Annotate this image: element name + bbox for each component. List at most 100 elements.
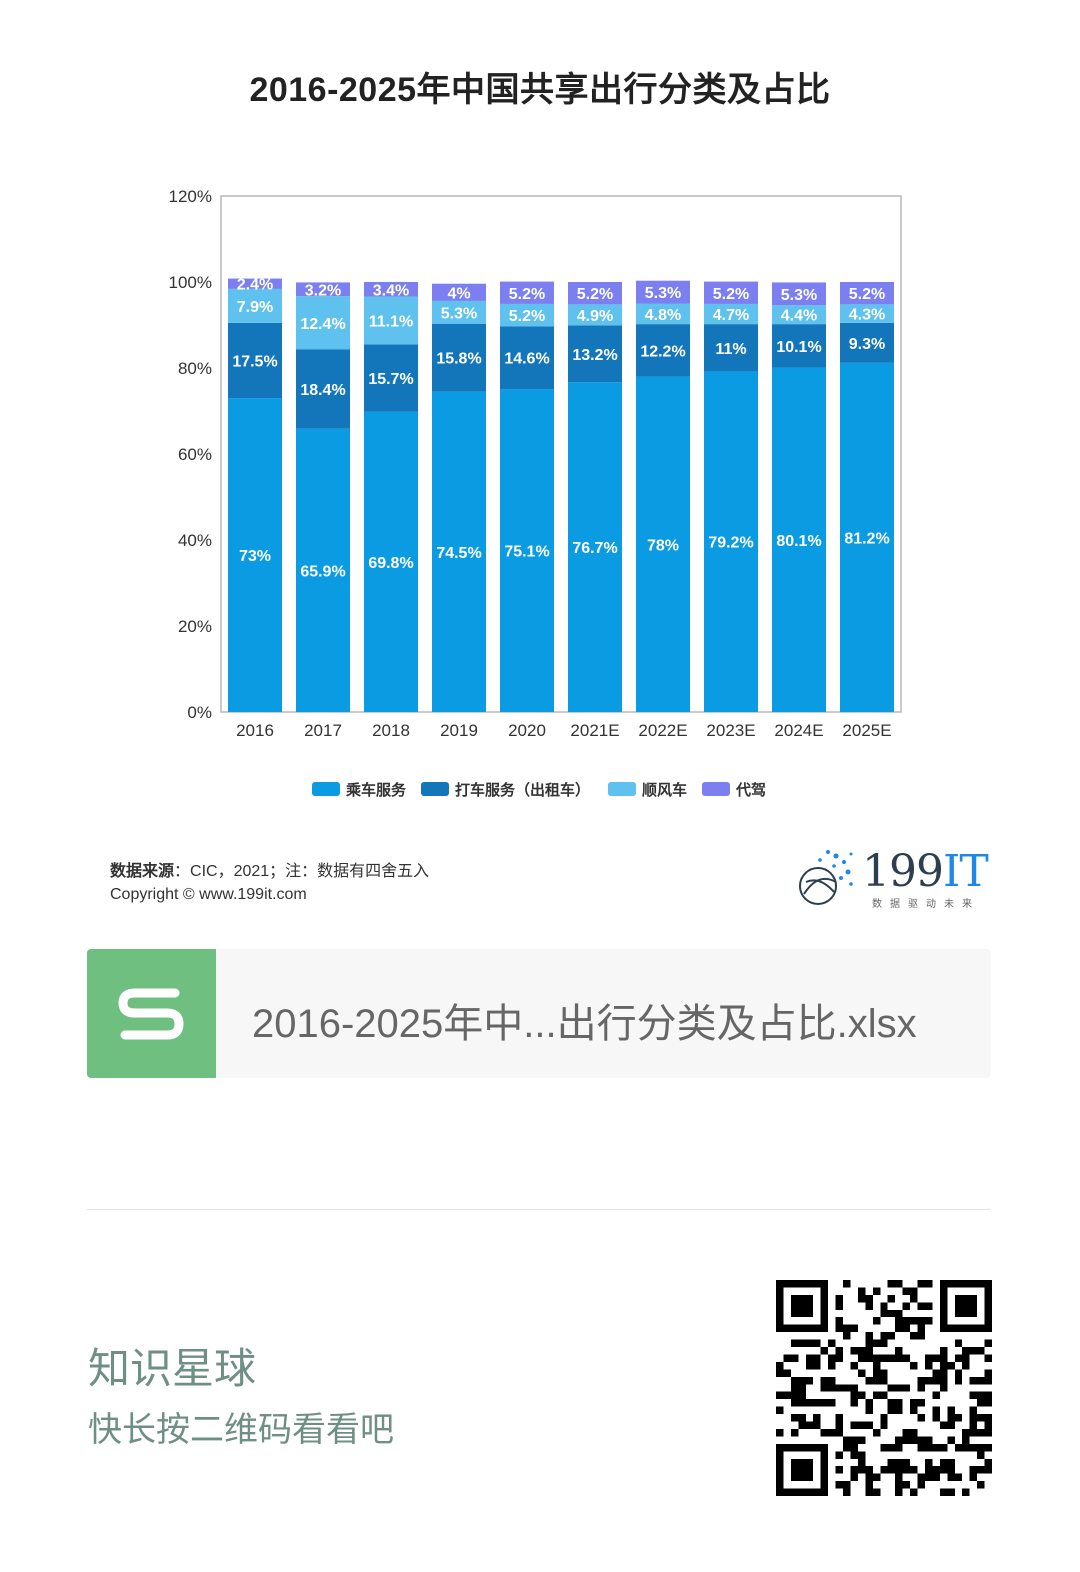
x-tick-label: 2024E — [774, 721, 823, 740]
data-label: 13.2% — [572, 347, 617, 364]
y-tick-label: 80% — [178, 359, 212, 378]
y-tick-label: 100% — [169, 273, 212, 292]
data-label: 11% — [715, 341, 746, 358]
bar-segment — [704, 281, 758, 304]
x-tick-label: 2018 — [372, 721, 410, 740]
stacked-bar-chart: 0% 20% 40% 60% 80% 100% 120% 73% 17.5% 7.9% 2.4% 20… — [169, 187, 902, 799]
brand-tagline: 数据驱动未来 — [872, 899, 980, 910]
data-label: 74.5% — [436, 545, 481, 562]
data-label: 73% — [239, 548, 271, 565]
bar-segment — [364, 411, 418, 712]
data-label: 5.3% — [441, 305, 477, 322]
bar-segment — [432, 283, 486, 301]
bar-segment — [364, 282, 418, 297]
legend-label: 顺风车 — [642, 781, 687, 799]
bar-segment — [568, 382, 622, 712]
legend-label: 代驾 — [735, 781, 766, 799]
data-label: 14.6% — [504, 351, 549, 368]
plot-frame — [220, 195, 902, 713]
data-label: 15.8% — [436, 351, 481, 368]
legend-swatch — [702, 782, 730, 796]
bar-segment — [636, 376, 690, 712]
data-label: 3.2% — [305, 282, 341, 299]
y-tick-label: 0% — [187, 703, 212, 722]
bar-segment — [772, 367, 826, 712]
bar-segment — [636, 324, 690, 377]
legend-swatch — [421, 782, 449, 796]
data-label: 11.1% — [369, 313, 413, 330]
promo-subtitle: 快长按二维码看看吧 — [88, 1411, 394, 1449]
data-label: 5.2% — [509, 308, 545, 325]
bar-segment — [228, 322, 282, 399]
brand-logo-icon — [799, 850, 853, 905]
source-text: ：CIC，2021；注：数据有四舍五入 — [174, 863, 430, 880]
bar-segment — [704, 371, 758, 712]
data-label: 5.2% — [713, 286, 749, 303]
data-label: 7.9% — [237, 299, 273, 316]
data-label: 78% — [647, 537, 679, 554]
data-label: 12.4% — [300, 316, 345, 333]
data-label: 5.2% — [577, 286, 613, 303]
bar-segment — [432, 391, 486, 712]
data-label: 5.2% — [509, 286, 545, 303]
data-label: 69.8% — [368, 555, 413, 572]
legend-swatch — [608, 782, 636, 796]
attachment-card[interactable]: 2016-2025年中...出行分类及占比.xlsx — [87, 949, 991, 1078]
bar-segment — [840, 304, 894, 323]
bar-segment — [500, 303, 554, 327]
bar-segment — [840, 282, 894, 305]
data-source-note: 数据来源：CIC，2021；注：数据有四舍五入 — [110, 857, 429, 881]
bar-segment — [228, 278, 282, 289]
y-tick-label: 40% — [178, 531, 212, 550]
x-tick-label: 2017 — [304, 721, 342, 740]
data-label: 75.1% — [504, 544, 549, 561]
data-label: 76.7% — [572, 540, 617, 557]
bar-segment — [228, 288, 282, 323]
attachment-file-name: 2016-2025年中...出行分类及占比.xlsx — [252, 1002, 917, 1046]
legend-swatch — [312, 782, 340, 796]
brand-name: 199IT — [862, 846, 989, 897]
data-label: 4.9% — [577, 308, 613, 325]
qr-code-icon[interactable] — [776, 1280, 992, 1496]
source-label: 数据来源 — [110, 863, 175, 880]
bar-segment — [840, 362, 894, 712]
bar-segment — [772, 305, 826, 325]
data-label: 81.2% — [844, 530, 889, 547]
copyright-note: Copyright © www.199it.com — [110, 886, 307, 903]
data-label: 80.1% — [776, 533, 821, 550]
chart-title: 2016-2025年中国共享出行分类及占比 — [249, 71, 831, 109]
data-label: 9.3% — [849, 336, 885, 353]
bar-segment — [500, 389, 554, 712]
data-label: 5.2% — [849, 286, 885, 303]
x-tick-label: 2021E — [570, 721, 619, 740]
x-tick-label: 2025E — [842, 721, 891, 740]
bar-segment — [500, 281, 554, 304]
bar-segment — [568, 304, 622, 326]
bar-segment — [704, 303, 758, 325]
bar-segment — [364, 344, 418, 412]
data-label: 17.5% — [232, 353, 277, 370]
bar-segment — [228, 398, 282, 712]
bar-segment — [364, 296, 418, 345]
bar-segment — [772, 324, 826, 368]
x-tick-label: 2016 — [236, 721, 274, 740]
x-tick-label: 2020 — [508, 721, 546, 740]
bar-segment — [840, 322, 894, 363]
data-label: 5.3% — [781, 287, 817, 304]
bar-segment — [296, 349, 350, 429]
data-label: 5.3% — [645, 285, 681, 302]
x-tick-label: 2023E — [706, 721, 755, 740]
x-tick-label: 2022E — [638, 721, 687, 740]
spreadsheet-s-icon — [87, 949, 216, 1078]
bar-segment — [704, 324, 758, 372]
bar-segment — [296, 428, 350, 712]
data-label: 15.7% — [368, 371, 413, 388]
data-label: 4.8% — [645, 307, 681, 324]
promo-title: 知识星球 — [88, 1345, 257, 1392]
y-tick-label: 20% — [178, 617, 212, 636]
data-label: 4.7% — [713, 307, 749, 324]
data-label: 4.4% — [781, 308, 817, 325]
bar-segment — [636, 280, 690, 304]
data-label: 3.4% — [373, 282, 409, 299]
bar-segment — [568, 325, 622, 383]
